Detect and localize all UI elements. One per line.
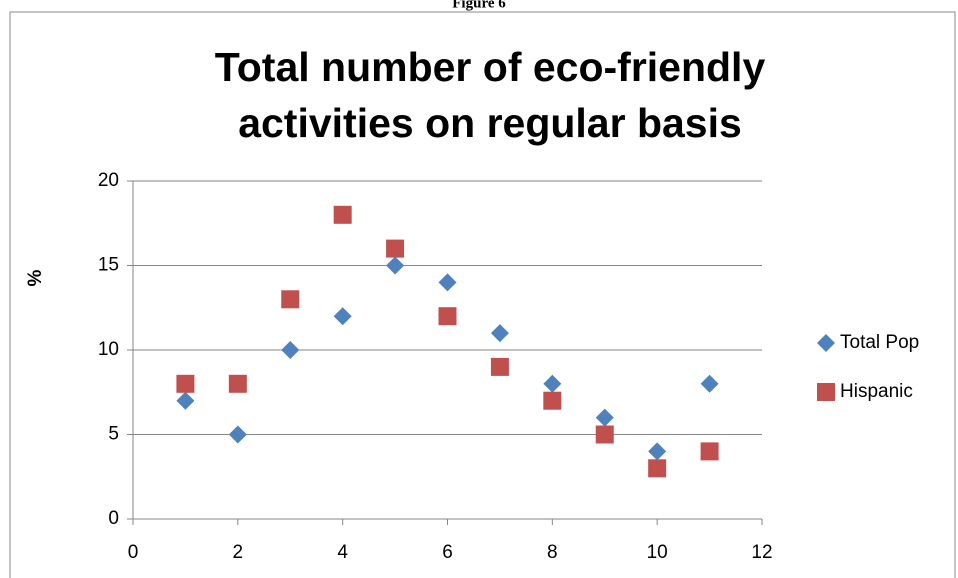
x-tick-label: 10: [647, 542, 668, 563]
point: [228, 425, 247, 444]
point: [438, 307, 457, 326]
point: [438, 273, 457, 292]
figure-label: Figure 6: [452, 0, 506, 11]
legend-label: Total Pop: [840, 332, 919, 353]
legend-label: Hispanic: [840, 381, 913, 402]
chart-title: activities on regular basis: [238, 100, 742, 146]
legend-marker: [817, 383, 835, 401]
point: [595, 425, 614, 444]
y-tick-label: 10: [98, 339, 119, 360]
point: [490, 357, 509, 376]
chart-border: [9, 11, 956, 578]
point: [386, 239, 405, 258]
point: [595, 408, 614, 427]
point: [543, 391, 562, 410]
x-tick-label: 12: [751, 542, 772, 563]
point: [700, 374, 719, 393]
y-axis-label: %: [25, 269, 46, 286]
y-tick-label: 15: [98, 255, 119, 276]
point: [333, 205, 352, 224]
y-tick-label: 20: [98, 170, 119, 191]
y-tick-label: 5: [108, 424, 119, 445]
point: [700, 442, 719, 461]
point: [176, 374, 195, 393]
point: [648, 442, 667, 461]
x-tick-label: 8: [547, 542, 558, 563]
chart-title: Total number of eco-friendly: [215, 44, 766, 90]
x-tick-label: 2: [233, 542, 244, 563]
point: [386, 256, 405, 275]
point: [333, 307, 352, 326]
point: [543, 374, 562, 393]
x-tick-label: 0: [128, 542, 139, 563]
x-tick-label: 6: [442, 542, 453, 563]
legend-marker: [817, 334, 835, 352]
point: [281, 290, 300, 309]
x-tick-label: 4: [337, 542, 348, 563]
point: [490, 324, 509, 343]
point: [281, 341, 300, 359]
point: [228, 374, 247, 393]
y-tick-label: 0: [108, 508, 119, 529]
point: [176, 391, 195, 410]
point: [648, 459, 667, 478]
